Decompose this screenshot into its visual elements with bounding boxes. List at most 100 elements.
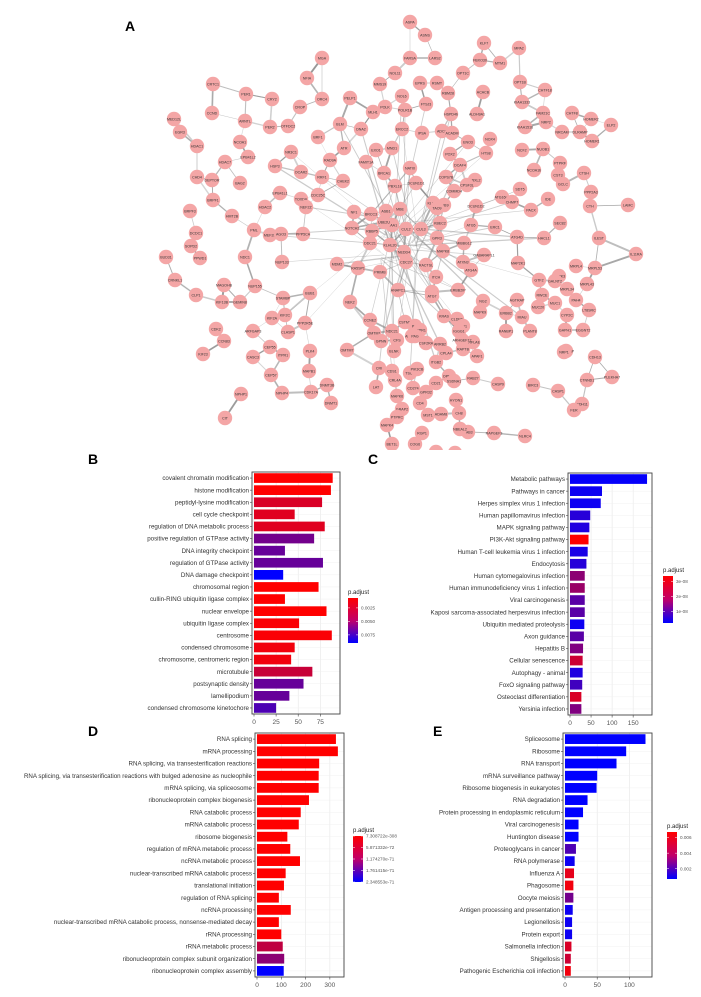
network-node: PML bbox=[247, 223, 261, 237]
svg-text:CHTF18: CHTF18 bbox=[538, 88, 552, 92]
svg-text:CTNND1: CTNND1 bbox=[580, 378, 595, 382]
svg-text:3e-08: 3e-08 bbox=[676, 579, 688, 584]
x-tick-label: 150 bbox=[628, 720, 639, 727]
bar bbox=[254, 534, 314, 544]
network-node: CLASP1 bbox=[281, 325, 295, 339]
svg-text:NUP133: NUP133 bbox=[275, 260, 289, 264]
svg-text:NR3C1: NR3C1 bbox=[285, 150, 297, 154]
svg-text:HOMER1: HOMER1 bbox=[584, 139, 599, 143]
network-node: FBXO30 bbox=[473, 53, 487, 67]
category-label: RNA splicing, via transesterification re… bbox=[129, 761, 252, 768]
svg-text:DCUN1D2: DCUN1D2 bbox=[468, 204, 485, 208]
svg-text:CCND: CCND bbox=[207, 111, 218, 115]
svg-text:CH8: CH8 bbox=[455, 411, 462, 415]
network-node: CHTF8 bbox=[565, 106, 579, 120]
svg-text:MAPK9: MAPK9 bbox=[474, 310, 486, 314]
svg-text:CST3: CST3 bbox=[553, 173, 562, 177]
network-node: RAPTB bbox=[456, 342, 470, 356]
svg-text:CPLA4: CPLA4 bbox=[440, 351, 451, 355]
network-node: ANAPC1 bbox=[391, 283, 405, 297]
category-label: Metabolic pathways bbox=[511, 476, 565, 483]
bar bbox=[565, 881, 573, 891]
network-node: PBXL18 bbox=[388, 179, 402, 193]
network-node: PTPRC bbox=[390, 410, 404, 424]
network-node: MIAU bbox=[515, 310, 529, 324]
plot-frame bbox=[255, 733, 344, 977]
network-node: NUP155 bbox=[248, 279, 262, 293]
svg-text:MIBBG12: MIBBG12 bbox=[456, 241, 472, 245]
network-node: ATG4A bbox=[464, 263, 478, 277]
category-label: Phagosome bbox=[527, 883, 561, 890]
network-node: CDC27 bbox=[399, 255, 413, 269]
network-node: MDM2 bbox=[330, 257, 344, 271]
svg-text:HDAC1: HDAC1 bbox=[191, 144, 203, 148]
network-node: ERCC2 bbox=[395, 122, 409, 136]
svg-text:PER2: PER2 bbox=[265, 125, 274, 129]
svg-text:DCUN1D1: DCUN1D1 bbox=[408, 181, 425, 185]
bar bbox=[570, 692, 581, 702]
svg-text:ERC1: ERC1 bbox=[490, 225, 500, 229]
network-node: AGTRAP bbox=[510, 293, 525, 307]
svg-text:IPSA: IPSA bbox=[418, 131, 427, 135]
network-node: ASNS bbox=[418, 28, 432, 42]
svg-text:NUP155: NUP155 bbox=[248, 284, 262, 288]
svg-text:HYON1: HYON1 bbox=[450, 398, 462, 402]
network-node: CASP9 bbox=[491, 377, 505, 391]
network-node: HTS8 bbox=[479, 146, 493, 160]
svg-text:2.348553e-71: 2.348553e-71 bbox=[366, 880, 395, 885]
category-label: condensed chromosome bbox=[181, 645, 249, 652]
svg-text:ATG4A: ATG4A bbox=[465, 268, 477, 272]
svg-text:p.adjust: p.adjust bbox=[667, 824, 688, 830]
svg-text:GAPH1: GAPH1 bbox=[559, 328, 571, 332]
svg-text:NBEAL2: NBEAL2 bbox=[453, 427, 467, 431]
svg-text:ARFGAP3: ARFGAP3 bbox=[245, 329, 262, 333]
category-label: ribonucleoprotein complex biogenesis bbox=[148, 797, 252, 804]
svg-text:CUL3: CUL3 bbox=[416, 227, 425, 231]
svg-text:FARSA: FARSA bbox=[404, 56, 416, 60]
network-node: RAD9A bbox=[323, 153, 337, 167]
svg-text:RWCE: RWCE bbox=[537, 293, 549, 297]
svg-text:MST1: MST1 bbox=[423, 413, 433, 417]
category-label: Protein export bbox=[521, 931, 560, 938]
svg-text:FTSJ3: FTSJ3 bbox=[421, 102, 432, 106]
network-node: MAP2K1 bbox=[511, 256, 525, 270]
svg-text:CIT: CIT bbox=[222, 416, 229, 420]
network-node: MND1 bbox=[385, 141, 399, 155]
svg-text:HDAC2: HDAC2 bbox=[259, 205, 271, 209]
bar bbox=[570, 486, 602, 496]
svg-text:SSDNA1: SSDNA1 bbox=[447, 379, 461, 383]
network-node: MRPL4 bbox=[569, 259, 583, 273]
svg-text:PLK4: PLK4 bbox=[306, 349, 315, 353]
svg-text:RAB27: RAB27 bbox=[467, 376, 478, 380]
svg-text:DNMT3B: DNMT3B bbox=[320, 383, 335, 387]
svg-text:MRPL53: MRPL53 bbox=[588, 266, 602, 270]
network-node: CASC3 bbox=[246, 350, 260, 364]
network-node: PPP2R5E bbox=[297, 316, 314, 330]
svg-text:MAPK8: MAPK8 bbox=[437, 249, 449, 253]
network-node: ATR bbox=[337, 141, 351, 155]
network-node: LT8SRC bbox=[582, 303, 596, 317]
bar bbox=[254, 473, 333, 483]
svg-text:IGGG1: IGGG1 bbox=[453, 329, 464, 333]
network-node: BAG2 bbox=[233, 176, 247, 190]
bar bbox=[257, 771, 319, 781]
category-label: Human immunodeficiency virus 1 infection bbox=[449, 585, 565, 592]
svg-text:EGGNT2: EGGNT2 bbox=[576, 328, 591, 332]
svg-text:MMS19: MMS19 bbox=[374, 82, 386, 86]
svg-text:HTS8: HTS8 bbox=[481, 151, 490, 155]
network-node: HSPD4b bbox=[444, 107, 458, 121]
svg-text:OMTM7: OMTM7 bbox=[341, 348, 354, 352]
svg-text:CTSH: CTSH bbox=[579, 171, 589, 175]
svg-text:RAPGEF3: RAPGEF3 bbox=[486, 431, 503, 435]
svg-text:GPR3: GPR3 bbox=[432, 236, 442, 240]
network-node: SSDNA1 bbox=[447, 374, 461, 388]
bar bbox=[257, 942, 283, 952]
bar bbox=[570, 535, 589, 545]
network-node: SEC82 bbox=[553, 216, 567, 230]
svg-text:COG6: COG6 bbox=[410, 442, 420, 446]
network-node: CYP2C bbox=[560, 308, 574, 322]
network-node: NCOA1b bbox=[527, 163, 541, 177]
network-node: DNMT3B bbox=[320, 378, 335, 392]
network-node: CHEK2 bbox=[336, 174, 350, 188]
